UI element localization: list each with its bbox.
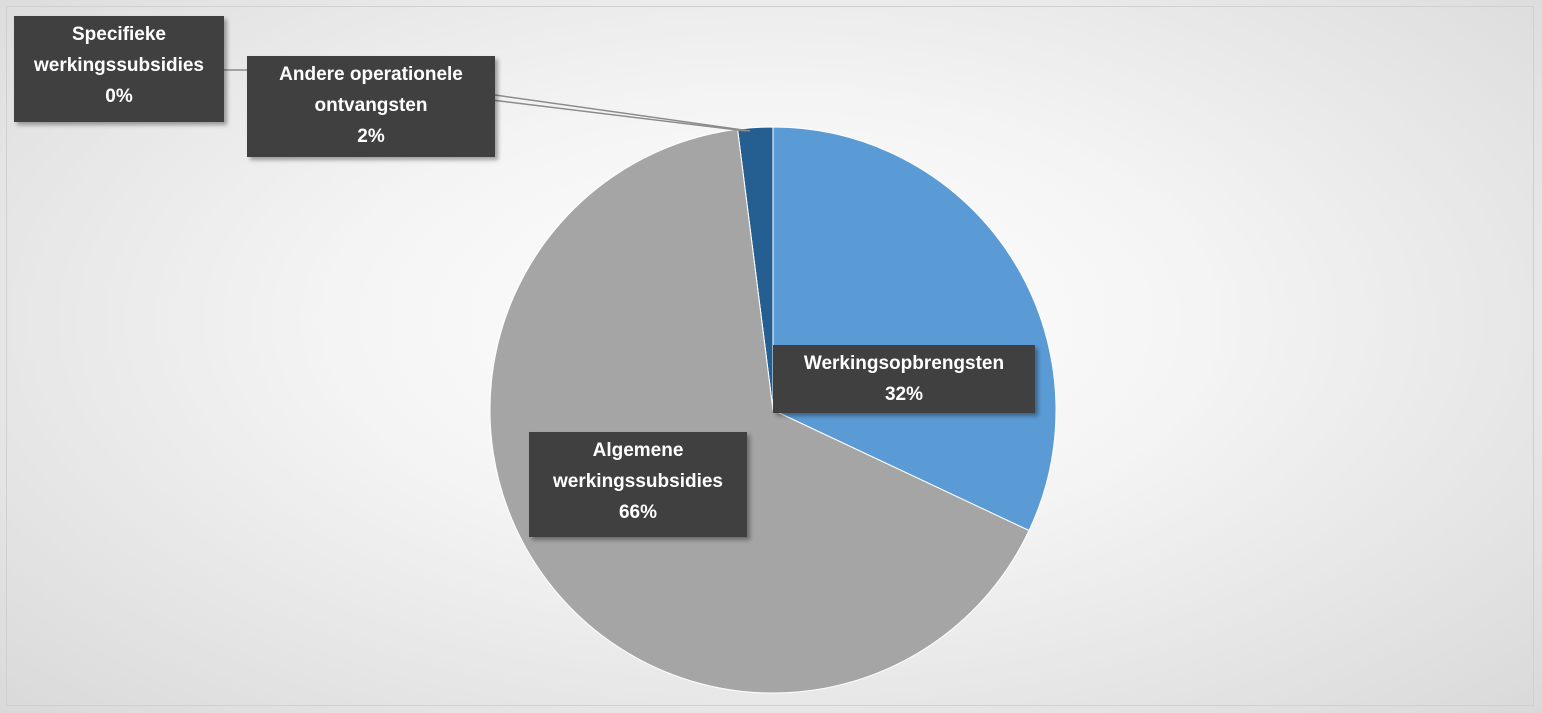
chart-frame <box>6 6 1534 706</box>
category-label: Andere operationele ontvangsten <box>279 64 463 116</box>
category-label: Werkingsopbrengsten <box>803 353 1005 374</box>
category-label: Algemene werkingssubsidies <box>552 440 723 492</box>
data-label: Andere operationele ontvangsten 2% <box>247 56 495 157</box>
value-label: 66% <box>618 502 658 523</box>
category-label: Specifieke werkingssubsidies <box>33 24 204 76</box>
pie-slice <box>772 126 1057 532</box>
value-label: 0% <box>105 86 133 107</box>
leader-line <box>494 94 751 132</box>
pie-slice <box>489 128 1030 694</box>
data-label: Werkingsopbrengsten 32% <box>773 345 1035 413</box>
data-label: Algemene werkingssubsidies 66% <box>529 432 747 537</box>
value-label: 2% <box>357 126 385 147</box>
data-label: Specifieke werkingssubsidies 0% <box>14 16 224 122</box>
leader-line <box>224 69 747 132</box>
value-label: 32% <box>884 384 924 405</box>
